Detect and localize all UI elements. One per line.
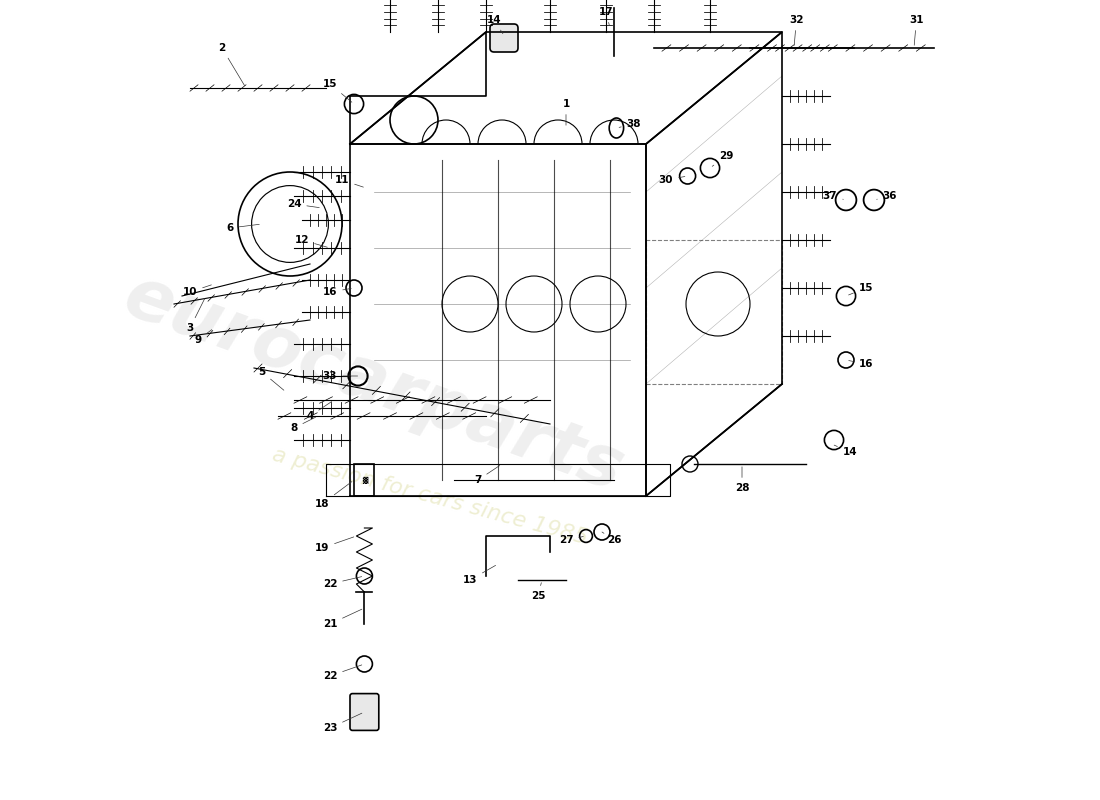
Text: 9: 9: [195, 330, 212, 345]
Text: 15: 15: [322, 79, 352, 102]
Text: 1: 1: [562, 99, 570, 126]
Text: 38: 38: [619, 119, 641, 129]
Text: 28: 28: [735, 466, 749, 493]
Bar: [354, 464, 374, 496]
Text: 19: 19: [315, 537, 354, 553]
Text: 31: 31: [909, 15, 924, 46]
Text: 23: 23: [322, 713, 362, 733]
Text: 17: 17: [598, 7, 614, 26]
Text: 10: 10: [183, 285, 211, 297]
Text: 32: 32: [789, 15, 804, 46]
Text: 4: 4: [306, 402, 332, 421]
Text: 14: 14: [486, 15, 503, 34]
Text: ▓: ▓: [362, 477, 367, 483]
Text: 3: 3: [186, 298, 205, 333]
Text: 2: 2: [219, 43, 244, 86]
Text: 18: 18: [315, 482, 352, 509]
Text: 6: 6: [227, 223, 260, 233]
Text: 30: 30: [659, 175, 685, 185]
Text: 33: 33: [322, 371, 358, 381]
Text: 13: 13: [463, 566, 496, 585]
Text: 37: 37: [823, 191, 844, 201]
Text: 26: 26: [602, 532, 621, 545]
Text: 25: 25: [530, 582, 546, 601]
Text: 22: 22: [322, 577, 362, 589]
Text: 16: 16: [322, 287, 351, 297]
Text: 12: 12: [295, 235, 328, 247]
Text: 8: 8: [290, 418, 316, 433]
Text: 15: 15: [848, 283, 873, 295]
Text: 16: 16: [849, 359, 873, 369]
Text: 22: 22: [322, 665, 362, 681]
Text: 14: 14: [834, 445, 857, 457]
Text: 27: 27: [559, 535, 583, 545]
Text: 7: 7: [474, 466, 499, 485]
Text: 36: 36: [877, 191, 898, 201]
FancyBboxPatch shape: [350, 694, 378, 730]
Text: eurocarparts: eurocarparts: [114, 262, 634, 506]
Text: 21: 21: [322, 609, 362, 629]
Text: 11: 11: [334, 175, 363, 187]
FancyBboxPatch shape: [490, 24, 518, 52]
Text: a passion for cars since 1985: a passion for cars since 1985: [271, 444, 590, 548]
Text: 29: 29: [712, 151, 734, 166]
Text: 5: 5: [258, 367, 284, 390]
Text: 24: 24: [287, 199, 319, 209]
